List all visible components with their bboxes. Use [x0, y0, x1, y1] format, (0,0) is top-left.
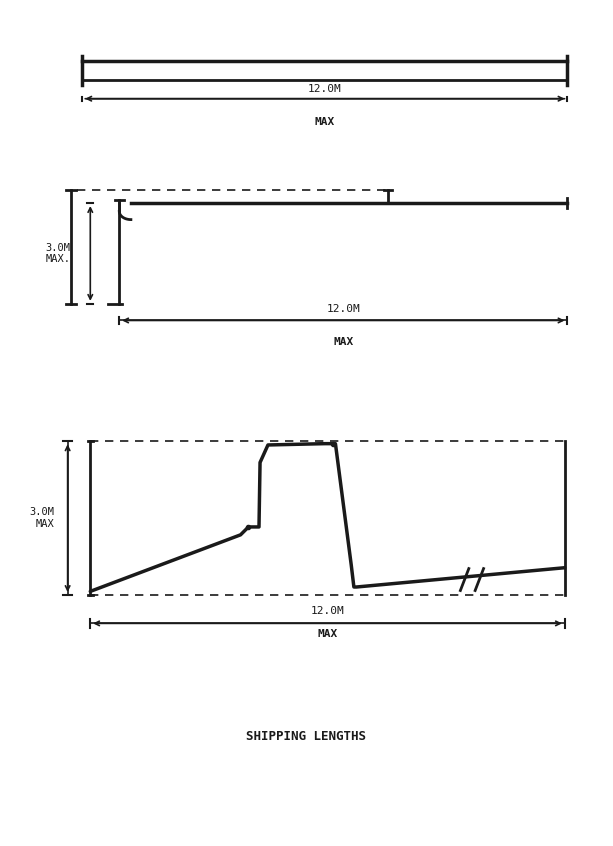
Text: SHIPPING LENGTHS: SHIPPING LENGTHS	[246, 729, 367, 743]
Text: 12.0M: 12.0M	[308, 85, 342, 95]
Text: 3.0M
MAX: 3.0M MAX	[29, 508, 55, 529]
Text: 12.0M: 12.0M	[327, 304, 360, 314]
Text: MAX: MAX	[333, 337, 354, 347]
Text: MAX: MAX	[314, 117, 335, 127]
Text: MAX: MAX	[318, 629, 338, 639]
Text: 3.0M
MAX.: 3.0M MAX.	[45, 243, 70, 264]
Text: 12.0M: 12.0M	[311, 607, 345, 617]
